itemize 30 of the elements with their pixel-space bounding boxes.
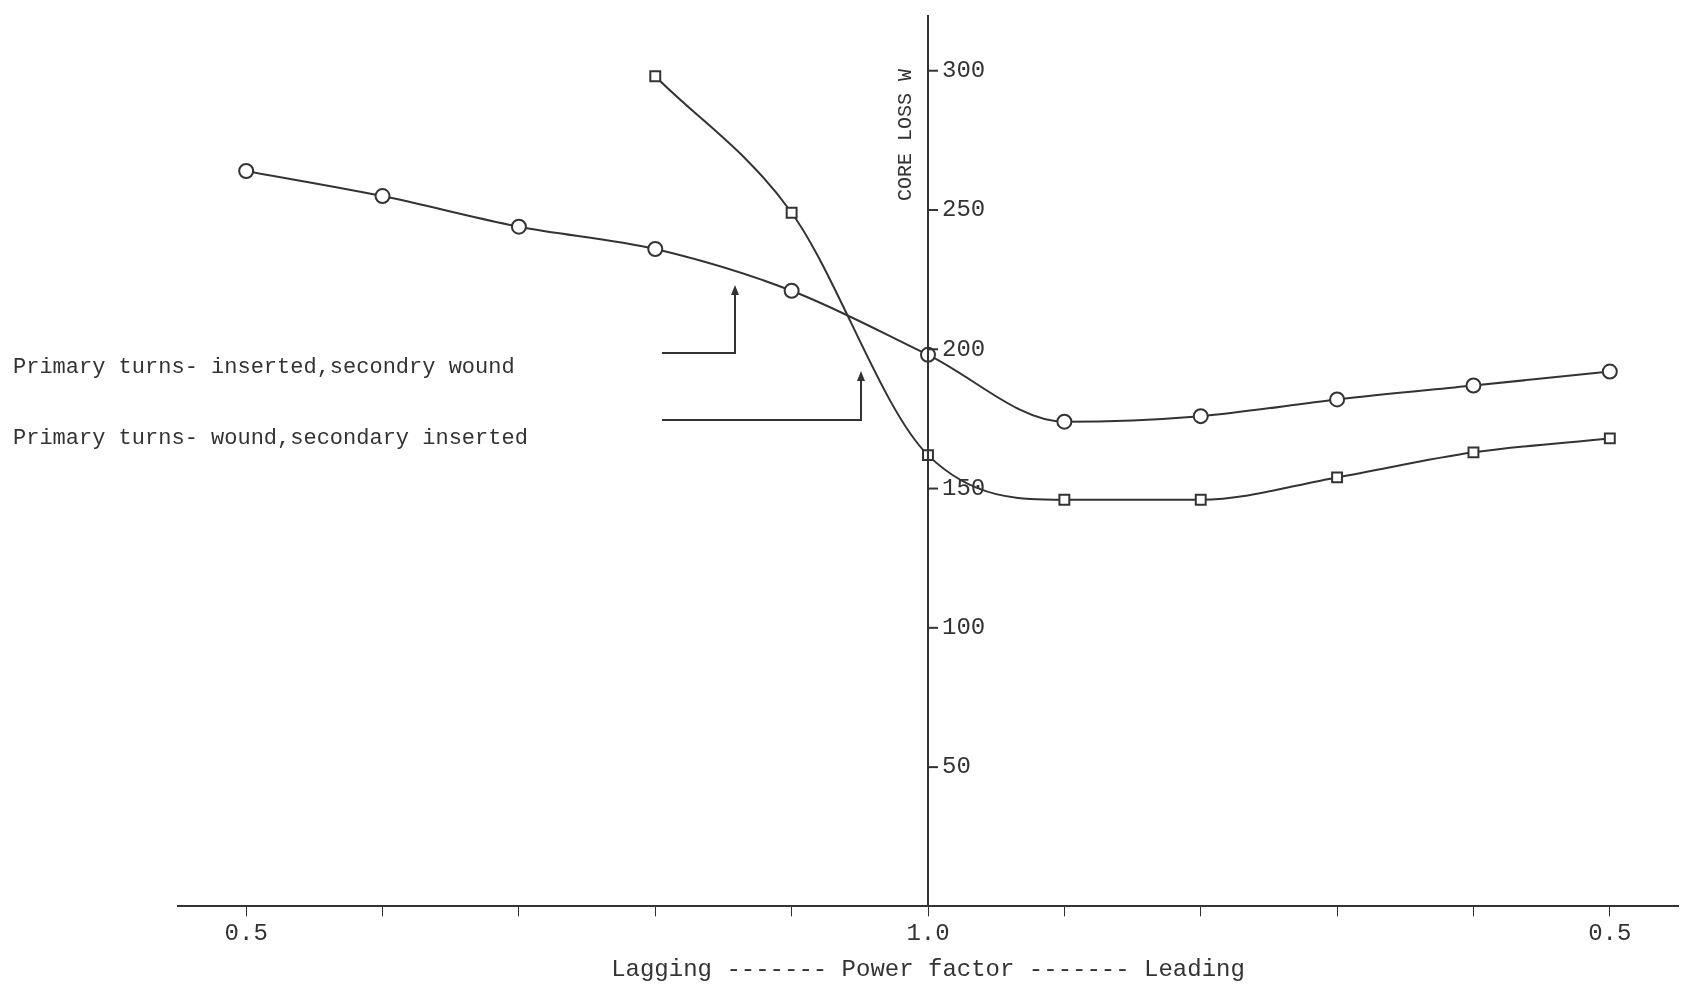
point	[1329, 391, 1346, 408]
point	[783, 282, 800, 299]
point	[510, 218, 527, 235]
annotation: Primary turns- inserted,secondry wound	[13, 355, 515, 380]
x-tick-label: 0.5	[224, 920, 268, 948]
annotation: Primary turns- wound,secondary inserted	[13, 426, 528, 451]
point	[238, 163, 255, 179]
x-tick-label: 0.5	[1588, 920, 1632, 948]
point	[785, 206, 798, 219]
point	[1467, 446, 1480, 459]
point	[1601, 363, 1618, 380]
y-tick-label: 150	[942, 474, 986, 502]
point	[1192, 408, 1209, 425]
y-tick-label: 300	[942, 57, 986, 85]
point	[1465, 377, 1482, 394]
point	[649, 70, 662, 83]
x-tick-label: 1.0	[906, 920, 950, 948]
point	[1056, 413, 1073, 430]
point	[1331, 471, 1344, 484]
y-tick-label: 250	[942, 196, 986, 224]
y-tick-label: 100	[942, 614, 986, 642]
y-tick-label: 50	[942, 753, 971, 781]
point	[647, 240, 664, 257]
point	[374, 188, 391, 205]
y-axis-title: CORE LOSS W	[894, 68, 918, 202]
point	[1194, 493, 1207, 506]
point	[1603, 432, 1616, 445]
y-tick-label: 200	[942, 335, 986, 363]
point	[1058, 493, 1071, 506]
x-axis-title: Lagging ------- Power factor ------- Leading	[611, 955, 1245, 983]
